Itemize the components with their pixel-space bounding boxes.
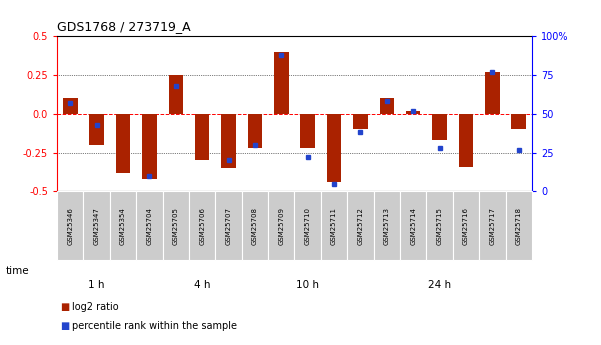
Bar: [511, 114, 526, 129]
Text: GSM25716: GSM25716: [463, 207, 469, 245]
Text: GSM25708: GSM25708: [252, 207, 258, 245]
Bar: [505, 191, 532, 260]
Text: GSM25714: GSM25714: [410, 207, 416, 245]
Bar: [90, 114, 104, 145]
Bar: [57, 191, 84, 260]
Text: GSM25710: GSM25710: [305, 207, 311, 245]
Bar: [459, 114, 473, 167]
Bar: [215, 191, 242, 260]
Bar: [374, 191, 400, 260]
Bar: [353, 114, 368, 129]
Bar: [300, 114, 315, 148]
Text: GSM25717: GSM25717: [489, 207, 495, 245]
Text: GSM25354: GSM25354: [120, 207, 126, 245]
Text: GSM25713: GSM25713: [384, 207, 390, 245]
Bar: [274, 52, 288, 114]
Text: time: time: [6, 266, 29, 276]
Text: GSM25704: GSM25704: [147, 207, 153, 245]
Bar: [426, 191, 453, 260]
Bar: [242, 191, 268, 260]
Text: GSM25718: GSM25718: [516, 207, 522, 245]
Text: ■: ■: [60, 321, 69, 331]
Bar: [142, 114, 157, 179]
Bar: [380, 98, 394, 114]
Bar: [195, 114, 209, 160]
Bar: [268, 191, 294, 260]
Bar: [221, 114, 236, 168]
Bar: [116, 114, 130, 173]
Text: 10 h: 10 h: [296, 280, 319, 289]
Text: GSM25715: GSM25715: [436, 207, 442, 245]
Text: GSM25706: GSM25706: [199, 207, 205, 245]
Text: GSM25347: GSM25347: [94, 207, 100, 245]
Text: 4 h: 4 h: [194, 280, 210, 289]
Text: GSM25711: GSM25711: [331, 207, 337, 245]
Text: GSM25707: GSM25707: [225, 207, 231, 245]
Bar: [110, 191, 136, 260]
Bar: [168, 75, 183, 114]
Text: GSM25712: GSM25712: [358, 207, 364, 245]
Text: GSM25346: GSM25346: [67, 207, 73, 245]
Bar: [347, 191, 374, 260]
Bar: [485, 72, 499, 114]
Text: percentile rank within the sample: percentile rank within the sample: [72, 321, 237, 331]
Text: log2 ratio: log2 ratio: [72, 302, 119, 312]
Bar: [406, 111, 421, 114]
Bar: [479, 191, 505, 260]
Bar: [400, 191, 426, 260]
Text: 24 h: 24 h: [428, 280, 451, 289]
Text: GDS1768 / 273719_A: GDS1768 / 273719_A: [57, 20, 191, 33]
Text: ■: ■: [60, 302, 69, 312]
Bar: [136, 191, 163, 260]
Bar: [294, 191, 321, 260]
Bar: [453, 191, 479, 260]
Bar: [248, 114, 262, 148]
Bar: [163, 191, 189, 260]
Bar: [63, 98, 78, 114]
Text: 1 h: 1 h: [88, 280, 105, 289]
Text: GSM25709: GSM25709: [278, 207, 284, 245]
Bar: [189, 191, 215, 260]
Bar: [432, 114, 447, 140]
Bar: [327, 114, 341, 182]
Bar: [84, 191, 110, 260]
Bar: [321, 191, 347, 260]
Text: GSM25705: GSM25705: [173, 207, 178, 245]
